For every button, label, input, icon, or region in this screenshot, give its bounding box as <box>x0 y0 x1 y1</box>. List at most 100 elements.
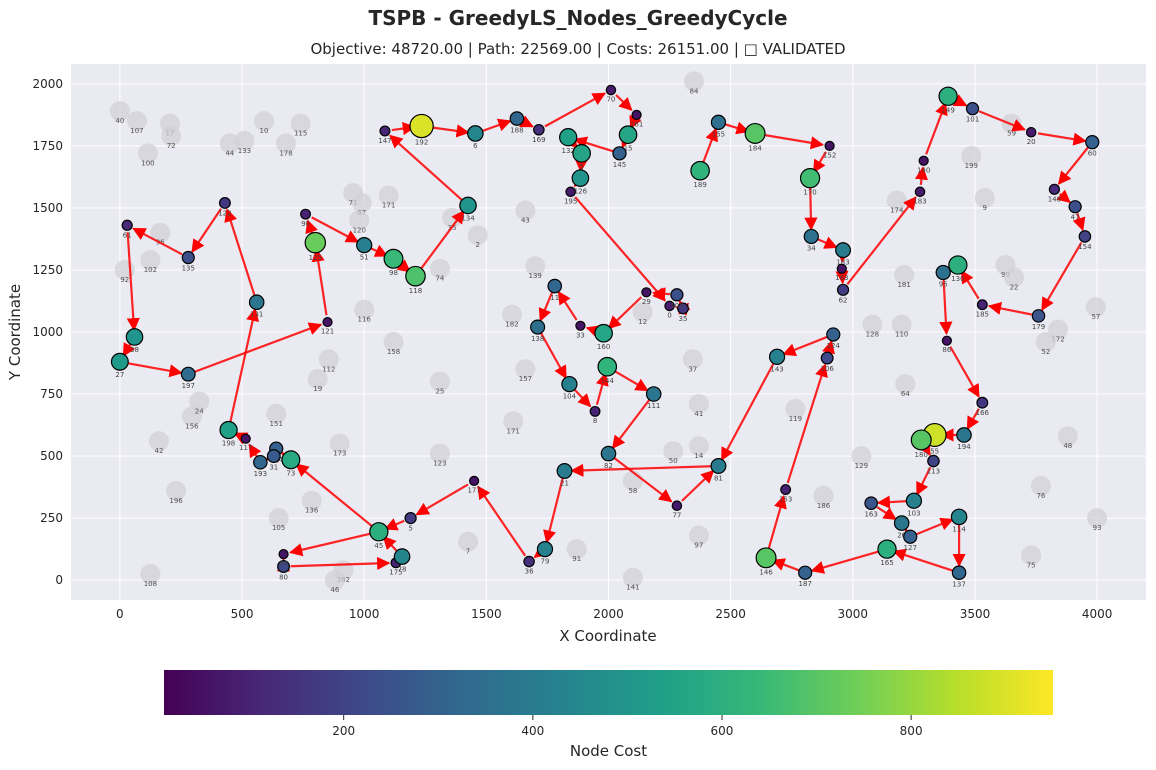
route-node <box>836 283 850 296</box>
background-node <box>109 101 130 122</box>
background-node-label: 116 <box>357 316 371 324</box>
route-node-label: 62 <box>839 296 848 304</box>
route-node <box>556 462 573 479</box>
route-node <box>914 186 926 198</box>
route-node <box>612 146 627 161</box>
background-node-label: 110 <box>895 331 908 339</box>
background-node-label: 37 <box>688 365 697 373</box>
route-edge <box>939 279 953 336</box>
y-tick-label: 1000 <box>32 325 63 339</box>
route-node-label: 51 <box>360 254 369 262</box>
route-node <box>677 302 689 315</box>
background-node <box>894 264 915 285</box>
background-node <box>383 331 404 352</box>
route-node-label: 160 <box>597 343 610 351</box>
route-edge <box>817 236 838 249</box>
route-edge <box>876 495 907 509</box>
background-node-label: 12 <box>638 318 647 326</box>
route-node-label: 148 <box>1048 195 1061 203</box>
route-edge <box>194 322 323 373</box>
route-edge <box>822 339 835 355</box>
background-node <box>632 302 653 323</box>
background-node-label: 58 <box>628 487 637 495</box>
background-node <box>148 431 169 452</box>
route-node-label: 180 <box>915 451 928 459</box>
route-edge <box>389 134 464 202</box>
route-node <box>533 123 545 136</box>
route-edge <box>132 227 183 256</box>
route-node <box>820 351 834 365</box>
background-node-label: 119 <box>789 415 802 423</box>
route-node-label: 147 <box>378 137 391 145</box>
route-node-label: 103 <box>907 509 920 517</box>
background-node-label: 10 <box>260 127 269 135</box>
background-node-label: 123 <box>433 460 446 468</box>
background-node <box>351 192 372 213</box>
background-node-label: 22 <box>1010 283 1019 291</box>
route-node-label: 197 <box>182 382 195 390</box>
route-node <box>240 433 251 444</box>
route-node-label: 98 <box>389 269 398 277</box>
background-node <box>1004 267 1025 288</box>
background-node-label: 171 <box>507 427 520 435</box>
background-node-label: 141 <box>626 584 639 592</box>
route-node <box>369 522 389 542</box>
background-node <box>891 314 912 335</box>
background-node <box>688 393 709 414</box>
route-node <box>618 125 638 145</box>
background-node <box>181 406 202 427</box>
route-node-label: 187 <box>798 580 811 588</box>
route-edge <box>611 398 651 450</box>
route-node-label: 155 <box>712 130 725 138</box>
background-node-label: 102 <box>144 266 157 274</box>
route-edge <box>916 517 954 536</box>
route-node-label: 131 <box>250 310 263 318</box>
route-node-label: 109 <box>670 302 683 310</box>
background-node-label: 186 <box>817 502 831 510</box>
colorbar-tick-label: 200 <box>332 724 355 738</box>
route-node-label: 189 <box>693 181 706 189</box>
route-edge <box>1041 241 1083 311</box>
route-node-label: 35 <box>679 315 688 323</box>
route-edge <box>771 558 800 572</box>
route-node-label: 81 <box>714 474 723 482</box>
route-node <box>803 228 819 245</box>
background-node-label: 72 <box>167 142 176 150</box>
background-node <box>349 210 370 231</box>
background-node-label: 14 <box>694 452 703 460</box>
background-node <box>785 398 806 419</box>
background-node <box>307 369 328 390</box>
background-node-label: 50 <box>669 457 678 465</box>
route-edge <box>949 346 980 398</box>
route-node-label: 138 <box>531 335 544 343</box>
route-node-label: 79 <box>541 558 550 566</box>
background-node <box>503 411 524 432</box>
route-node <box>877 539 897 559</box>
route-node <box>110 352 129 371</box>
y-tick-label: 0 <box>55 573 63 587</box>
background-node <box>318 349 339 370</box>
route-node <box>561 375 578 393</box>
background-node-label: 105 <box>272 524 285 532</box>
background-node-label: 64 <box>901 390 910 398</box>
route-node-label: 183 <box>836 258 849 266</box>
route-edge <box>652 287 671 301</box>
x-tick-label: 2000 <box>593 607 624 621</box>
route-node-label: 104 <box>563 393 577 401</box>
route-edge <box>786 363 828 484</box>
background-node <box>515 200 536 221</box>
background-node <box>234 130 255 151</box>
x-tick-label: 1500 <box>471 607 502 621</box>
route-node-label: 118 <box>409 287 422 295</box>
route-edge <box>229 307 260 424</box>
route-node-label: 113 <box>927 468 940 476</box>
route-node <box>469 475 480 486</box>
route-node-label: 137 <box>952 580 965 588</box>
colorbar-ticks: 200 400 600 800 <box>332 715 923 738</box>
route-edge <box>289 532 373 557</box>
route-node <box>536 540 554 558</box>
background-node <box>254 111 275 132</box>
route-node-label: 184 <box>748 144 762 152</box>
route-node <box>826 327 841 342</box>
route-node <box>905 492 923 509</box>
